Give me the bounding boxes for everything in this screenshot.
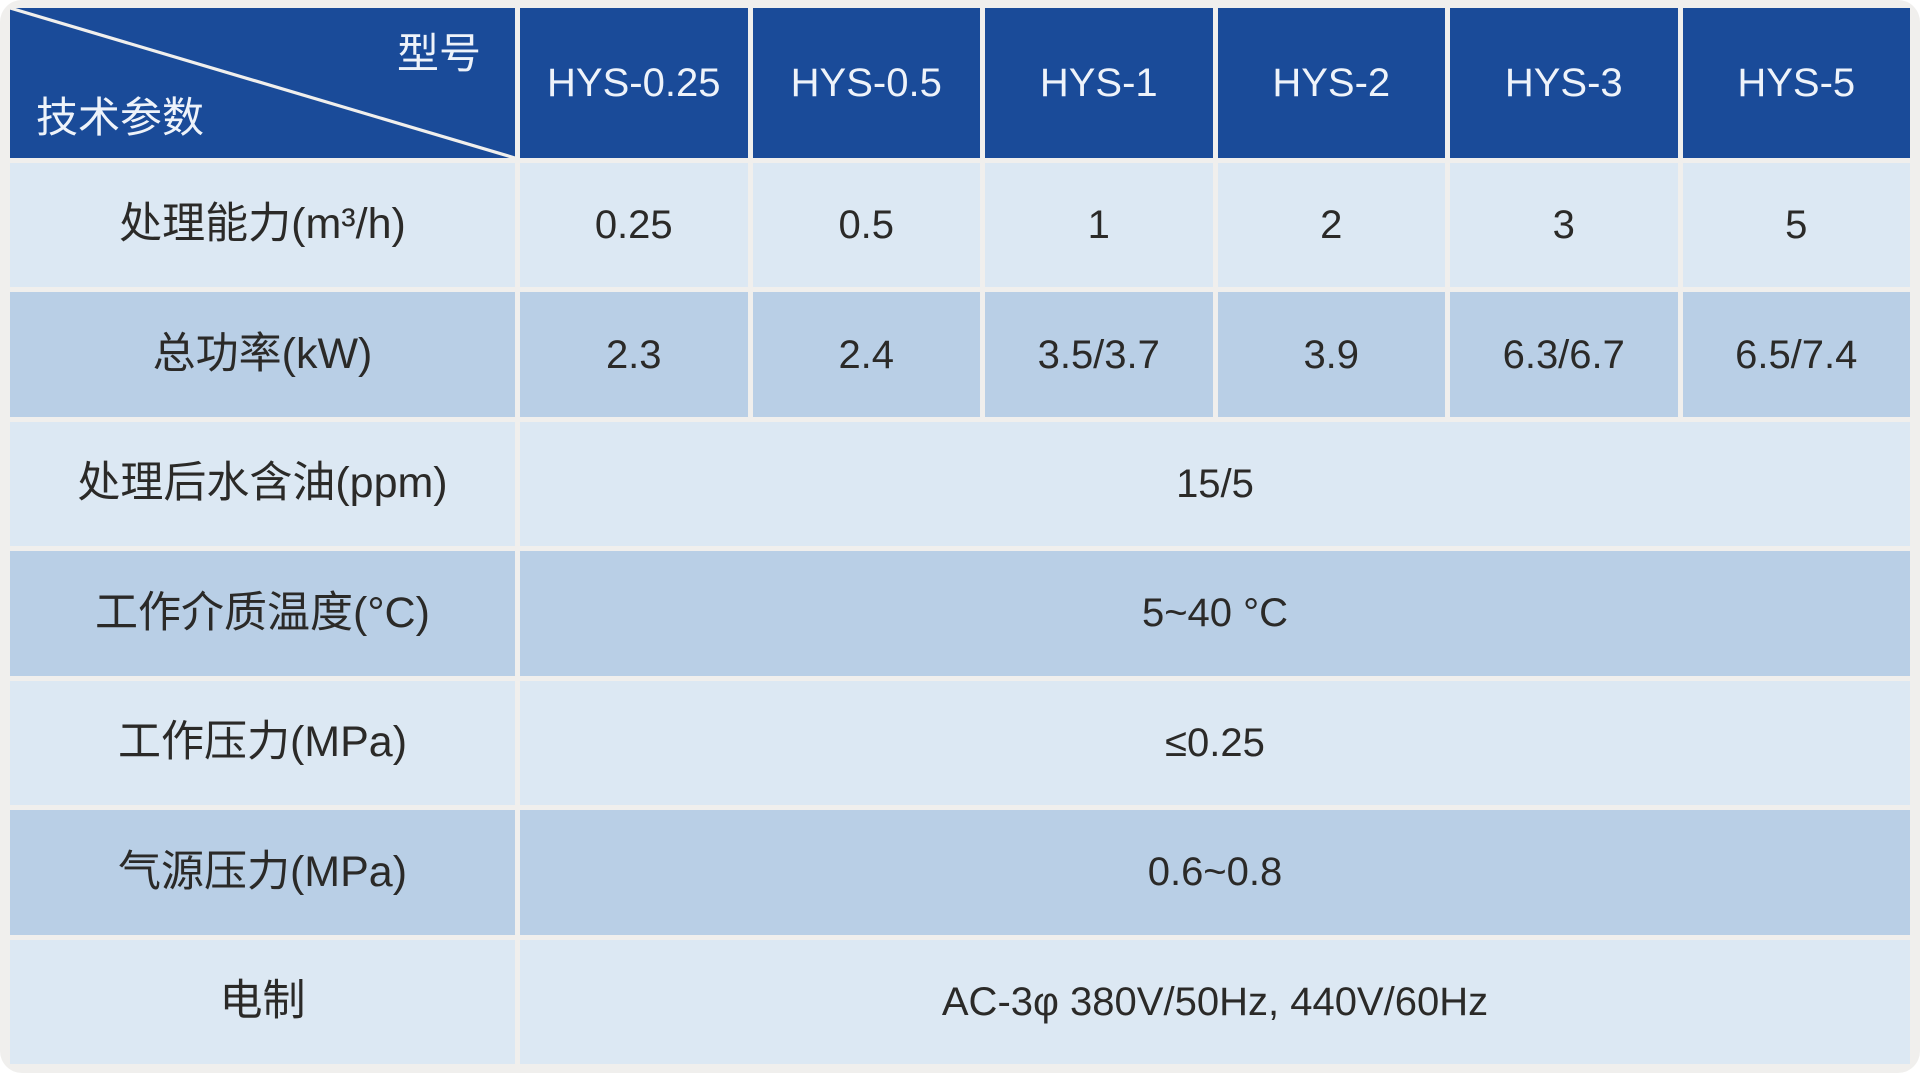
row-label-capacity: 处理能力(m³/h) <box>10 163 515 288</box>
table-cell: 0.25 <box>520 163 748 288</box>
row-label-electrical: 电制 <box>10 939 515 1064</box>
merged-cell-air-pressure: 0.6~0.8 <box>520 810 1910 935</box>
column-header-hys-025: HYS-0.25 <box>520 8 748 158</box>
column-header-hys-1: HYS-1 <box>985 8 1213 158</box>
table-corner-cell: 型号 技术参数 <box>10 8 515 158</box>
column-header-hys-2: HYS-2 <box>1217 8 1445 158</box>
row-label-working-pressure: 工作压力(MPa) <box>10 680 515 806</box>
row-label-oil-content: 处理后水含油(ppm) <box>10 421 515 547</box>
merged-cell-working-pressure: ≤0.25 <box>520 680 1910 806</box>
table-cell: 3 <box>1450 163 1678 288</box>
merged-cell-electrical: AC-3φ 380V/50Hz, 440V/60Hz <box>520 939 1910 1064</box>
table-cell: 6.5/7.4 <box>1682 292 1910 417</box>
column-header-hys-3: HYS-3 <box>1450 8 1678 158</box>
diagonal-divider <box>10 8 515 158</box>
row-label-medium-temperature: 工作介质温度(°C) <box>10 551 515 676</box>
row-label-air-pressure: 气源压力(MPa) <box>10 810 515 935</box>
row-label-total-power: 总功率(kW) <box>10 292 515 417</box>
table-cell: 2.3 <box>520 292 748 417</box>
column-header-hys-5: HYS-5 <box>1682 8 1910 158</box>
merged-cell-oil-content: 15/5 <box>520 421 1910 547</box>
table-cell: 1 <box>985 163 1213 288</box>
table-cell: 5 <box>1682 163 1910 288</box>
table-cell: 6.3/6.7 <box>1450 292 1678 417</box>
merged-cell-medium-temperature: 5~40 °C <box>520 551 1910 676</box>
spec-table: 型号 技术参数 HYS-0.25 HYS-0.5 HYS-1 HYS-2 HYS… <box>10 8 1910 1064</box>
table-cell: 2.4 <box>752 292 980 417</box>
table-cell: 3.5/3.7 <box>985 292 1213 417</box>
corner-label-params: 技术参数 <box>36 93 205 141</box>
corner-label-model: 型号 <box>396 30 481 77</box>
table-cell: 2 <box>1217 163 1445 288</box>
table-cell: 3.9 <box>1217 292 1445 417</box>
column-header-hys-05: HYS-0.5 <box>752 8 980 158</box>
table-cell: 0.5 <box>752 163 980 288</box>
